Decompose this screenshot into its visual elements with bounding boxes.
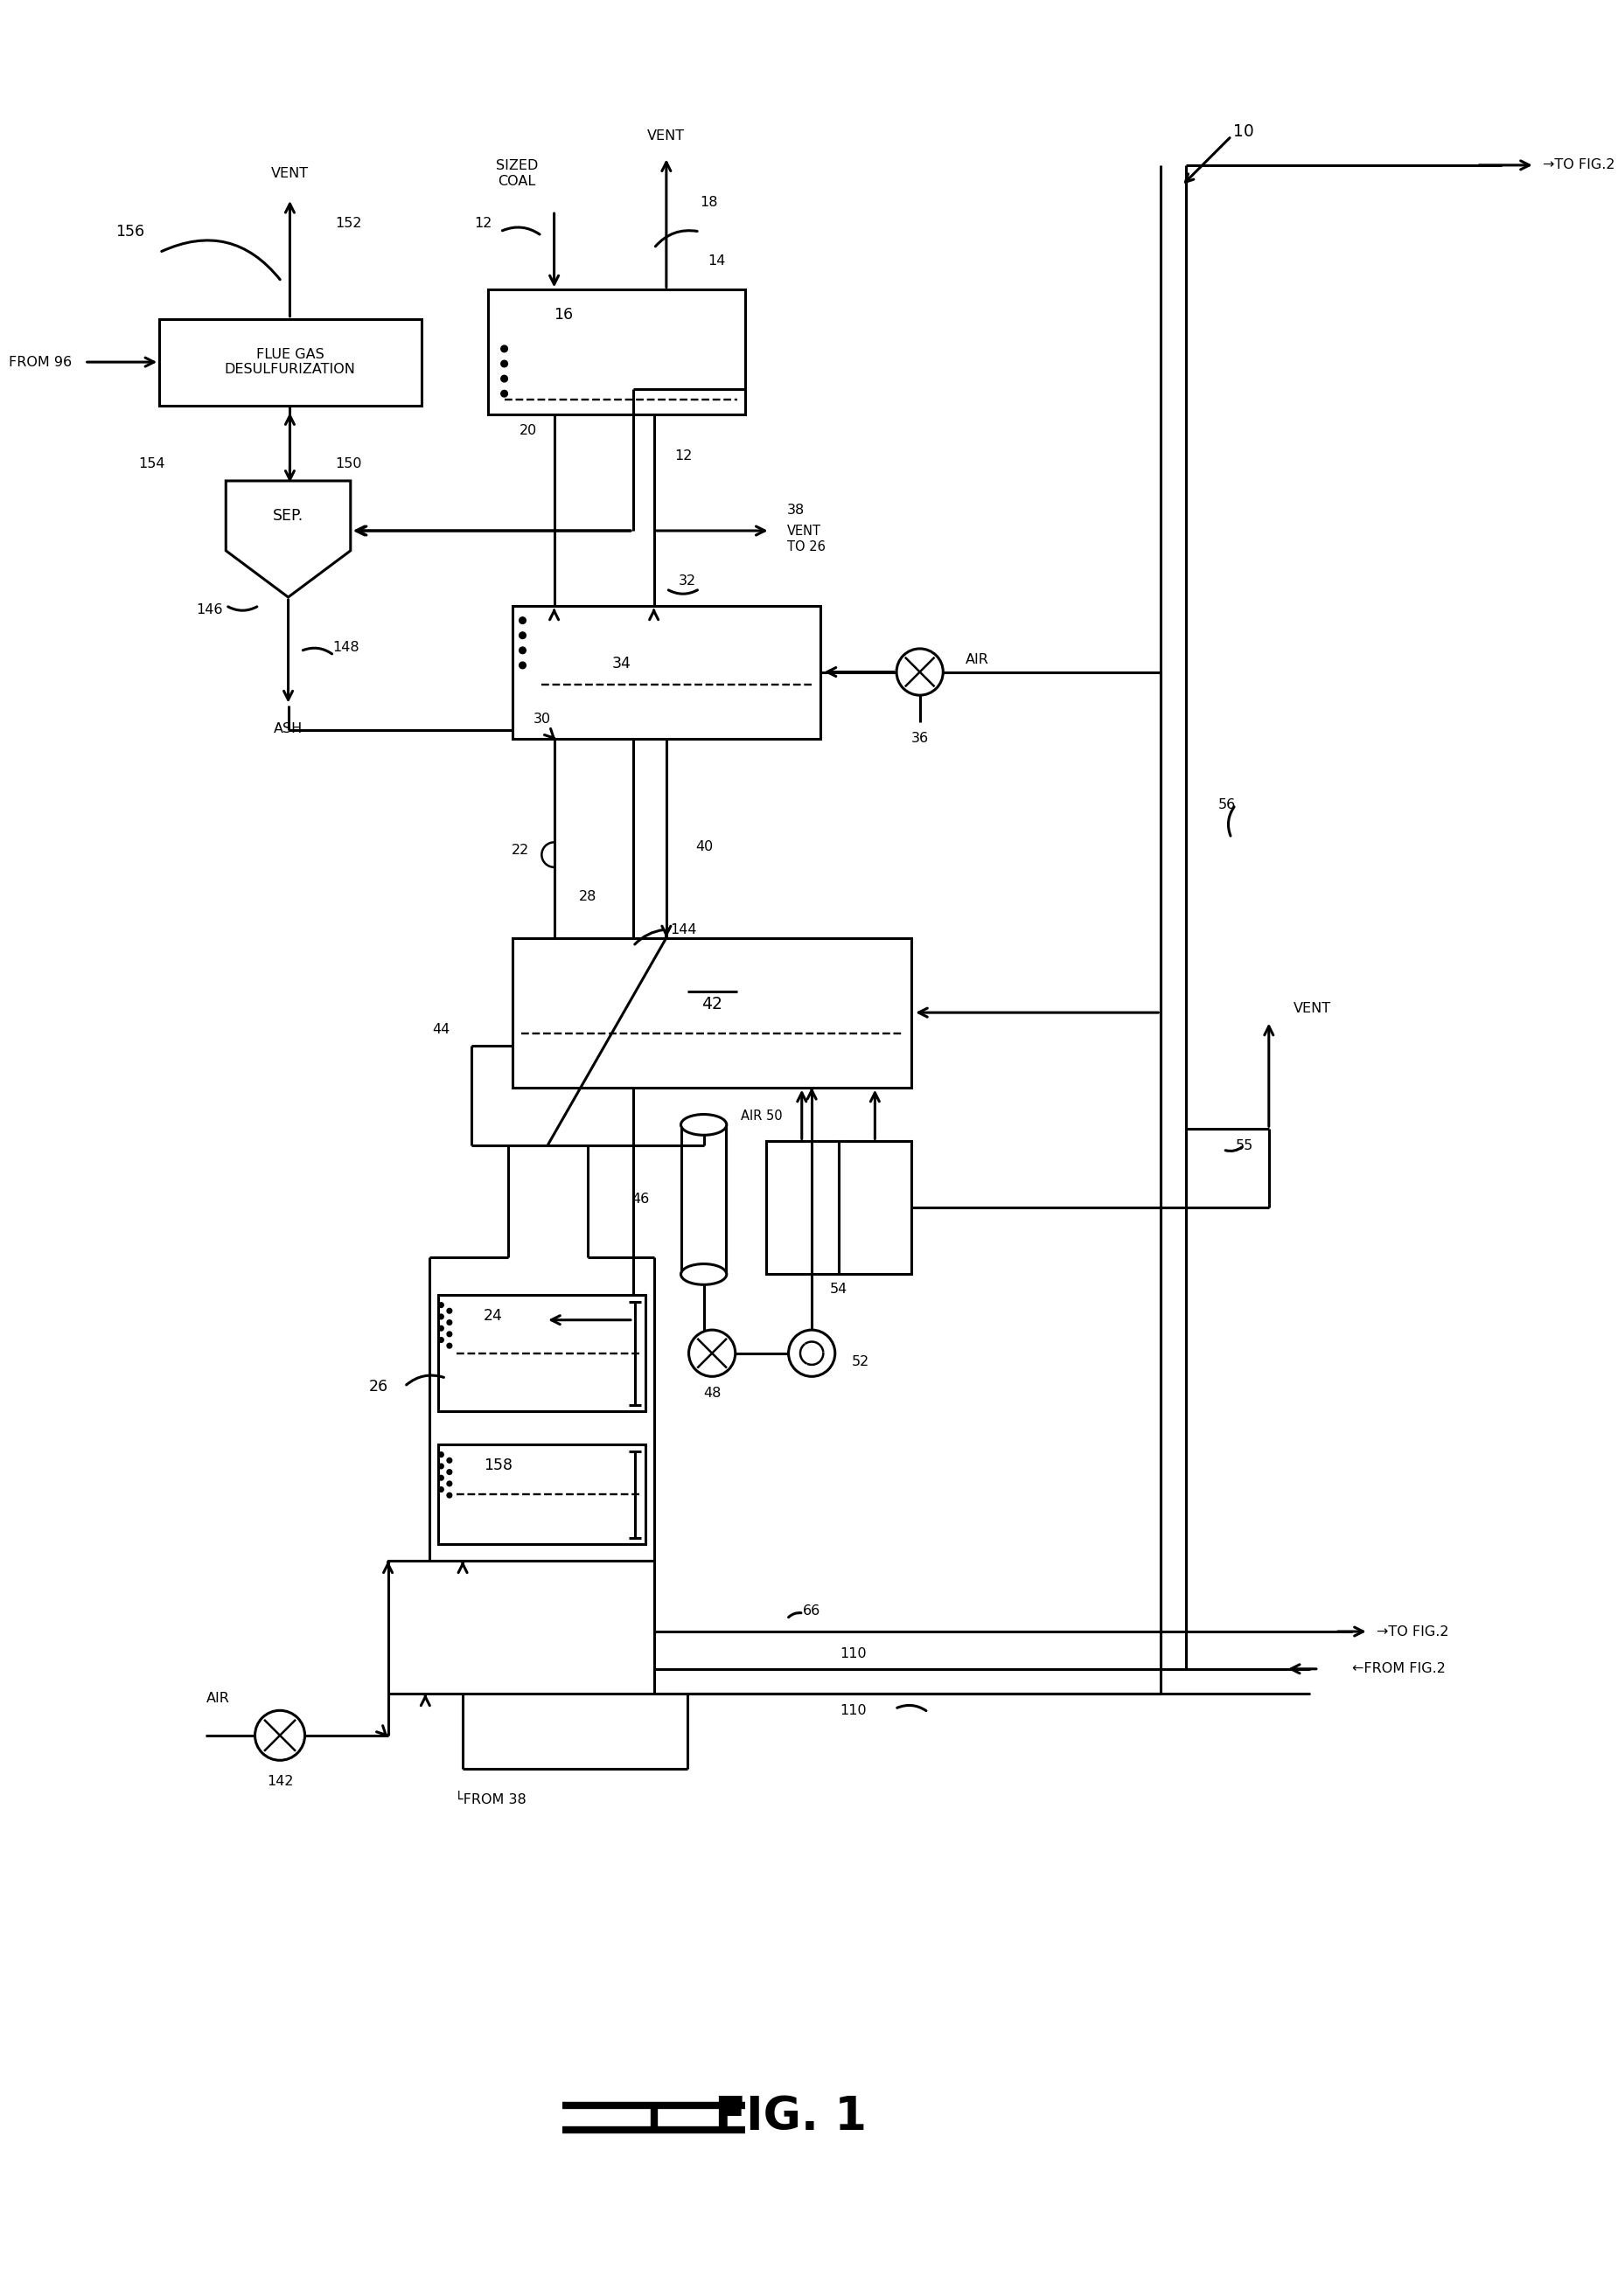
Text: 18: 18 xyxy=(699,195,717,209)
Circle shape xyxy=(502,360,508,367)
Circle shape xyxy=(447,1492,451,1497)
Circle shape xyxy=(438,1476,443,1481)
Text: 150: 150 xyxy=(335,457,362,471)
Text: FLUE GAS
DESULFURIZATION: FLUE GAS DESULFURIZATION xyxy=(225,349,356,377)
Circle shape xyxy=(438,1488,443,1492)
Text: VENT: VENT xyxy=(647,129,684,142)
Text: 148: 148 xyxy=(333,641,359,654)
Circle shape xyxy=(438,1451,443,1458)
Text: 28: 28 xyxy=(579,891,597,902)
Circle shape xyxy=(788,1329,835,1378)
Bar xyxy=(438,1295,646,1412)
Text: 144: 144 xyxy=(670,923,697,937)
Text: 32: 32 xyxy=(680,574,696,588)
Circle shape xyxy=(519,618,526,625)
Circle shape xyxy=(438,1313,443,1320)
Text: ←FROM FIG.2: ←FROM FIG.2 xyxy=(1353,1662,1445,1676)
Circle shape xyxy=(519,647,526,654)
Text: ASH: ASH xyxy=(273,721,303,735)
Circle shape xyxy=(447,1320,451,1325)
Text: 14: 14 xyxy=(709,255,726,266)
Text: 40: 40 xyxy=(696,840,714,854)
Text: 158: 158 xyxy=(484,1458,513,1474)
Circle shape xyxy=(438,1465,443,1469)
Ellipse shape xyxy=(681,1114,726,1134)
Bar xyxy=(765,1141,838,1274)
Text: VENT: VENT xyxy=(1294,1001,1332,1015)
Text: 110: 110 xyxy=(840,1649,867,1660)
Bar xyxy=(838,1141,911,1274)
Text: 16: 16 xyxy=(553,308,573,321)
Bar xyxy=(681,1125,726,1274)
Polygon shape xyxy=(227,480,351,597)
Text: └FROM 38: └FROM 38 xyxy=(455,1793,526,1807)
Text: →TO FIG.2: →TO FIG.2 xyxy=(1544,158,1615,172)
Text: 48: 48 xyxy=(704,1387,722,1401)
Text: FROM 96: FROM 96 xyxy=(10,356,73,370)
Circle shape xyxy=(447,1309,451,1313)
Text: 12: 12 xyxy=(474,216,492,230)
Circle shape xyxy=(519,631,526,638)
Text: 152: 152 xyxy=(335,216,362,230)
Text: 24: 24 xyxy=(484,1309,503,1325)
Circle shape xyxy=(896,650,943,696)
Circle shape xyxy=(502,344,508,351)
Text: 12: 12 xyxy=(675,450,693,461)
Text: 44: 44 xyxy=(432,1022,450,1035)
Bar xyxy=(160,319,421,406)
Text: 36: 36 xyxy=(911,732,929,744)
Bar xyxy=(438,1444,646,1545)
Circle shape xyxy=(447,1469,451,1474)
Bar xyxy=(487,289,746,413)
Ellipse shape xyxy=(681,1263,726,1286)
Text: 156: 156 xyxy=(116,223,144,239)
Text: 26: 26 xyxy=(369,1378,388,1394)
Text: 10: 10 xyxy=(1233,124,1254,140)
Circle shape xyxy=(447,1458,451,1463)
Circle shape xyxy=(689,1329,735,1378)
Text: 42: 42 xyxy=(702,996,723,1013)
Text: 55: 55 xyxy=(1236,1139,1254,1153)
Text: AIR 50: AIR 50 xyxy=(741,1109,783,1123)
Text: →TO FIG.2: →TO FIG.2 xyxy=(1377,1626,1450,1637)
Circle shape xyxy=(447,1481,451,1486)
Text: 146: 146 xyxy=(196,604,223,615)
Text: 52: 52 xyxy=(851,1355,869,1368)
Bar xyxy=(388,1561,654,1694)
Text: 54: 54 xyxy=(830,1283,848,1295)
Circle shape xyxy=(438,1302,443,1306)
Bar xyxy=(513,606,820,739)
Text: FIG. 1: FIG. 1 xyxy=(715,2094,867,2140)
Circle shape xyxy=(447,1332,451,1336)
Text: 46: 46 xyxy=(633,1194,650,1205)
Text: 154: 154 xyxy=(139,457,165,471)
Text: 56: 56 xyxy=(1218,799,1236,810)
Circle shape xyxy=(256,1711,304,1761)
Text: 38: 38 xyxy=(786,503,804,517)
Circle shape xyxy=(438,1325,443,1332)
Text: 66: 66 xyxy=(803,1605,820,1616)
Text: AIR: AIR xyxy=(966,652,989,666)
Circle shape xyxy=(447,1343,451,1348)
Bar xyxy=(513,937,911,1088)
Text: VENT: VENT xyxy=(270,168,309,179)
Text: VENT
TO 26: VENT TO 26 xyxy=(786,526,825,553)
Text: 34: 34 xyxy=(612,657,631,670)
Text: AIR: AIR xyxy=(207,1692,230,1704)
Circle shape xyxy=(502,374,508,381)
Text: 20: 20 xyxy=(519,425,537,439)
Text: 142: 142 xyxy=(267,1775,293,1789)
Text: SEP.: SEP. xyxy=(273,507,304,523)
Text: SIZED
COAL: SIZED COAL xyxy=(495,158,537,188)
Text: 30: 30 xyxy=(534,712,552,726)
Text: 22: 22 xyxy=(511,845,529,856)
Circle shape xyxy=(502,390,508,397)
Circle shape xyxy=(438,1339,443,1343)
Circle shape xyxy=(519,661,526,668)
Text: 110: 110 xyxy=(840,1704,867,1717)
